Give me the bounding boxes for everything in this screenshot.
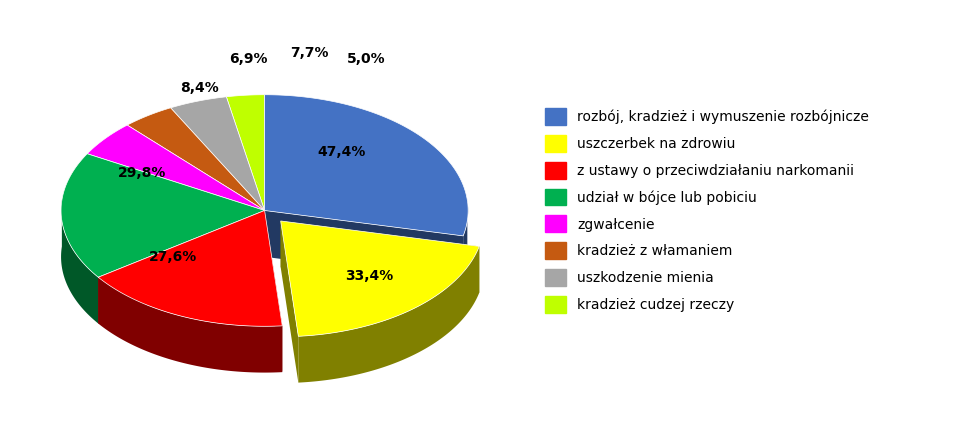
Polygon shape	[298, 246, 479, 383]
Text: 5,0%: 5,0%	[347, 52, 386, 66]
Polygon shape	[280, 221, 298, 383]
Polygon shape	[280, 221, 479, 336]
Polygon shape	[265, 210, 282, 372]
Text: 27,6%: 27,6%	[149, 250, 197, 264]
Text: 33,4%: 33,4%	[346, 269, 394, 283]
Text: 6,9%: 6,9%	[229, 52, 268, 66]
Polygon shape	[98, 210, 282, 326]
Polygon shape	[98, 210, 265, 324]
Text: 29,8%: 29,8%	[119, 165, 167, 180]
Polygon shape	[87, 125, 265, 210]
Polygon shape	[98, 277, 282, 373]
Text: 8,4%: 8,4%	[180, 81, 219, 96]
Polygon shape	[61, 154, 265, 277]
Polygon shape	[171, 97, 265, 210]
Polygon shape	[98, 210, 265, 324]
Text: 47,4%: 47,4%	[318, 144, 367, 159]
Polygon shape	[226, 95, 265, 210]
Legend: rozbój, kradzież i wymuszenie rozbójnicze, uszczerbek na zdrowiu, z ustawy o prz: rozbój, kradzież i wymuszenie rozbójnicz…	[545, 108, 869, 313]
Polygon shape	[127, 108, 265, 210]
Polygon shape	[464, 200, 468, 282]
Polygon shape	[280, 221, 479, 293]
Polygon shape	[265, 210, 464, 282]
Polygon shape	[61, 200, 98, 324]
Polygon shape	[265, 95, 468, 236]
Text: 7,7%: 7,7%	[290, 45, 328, 60]
